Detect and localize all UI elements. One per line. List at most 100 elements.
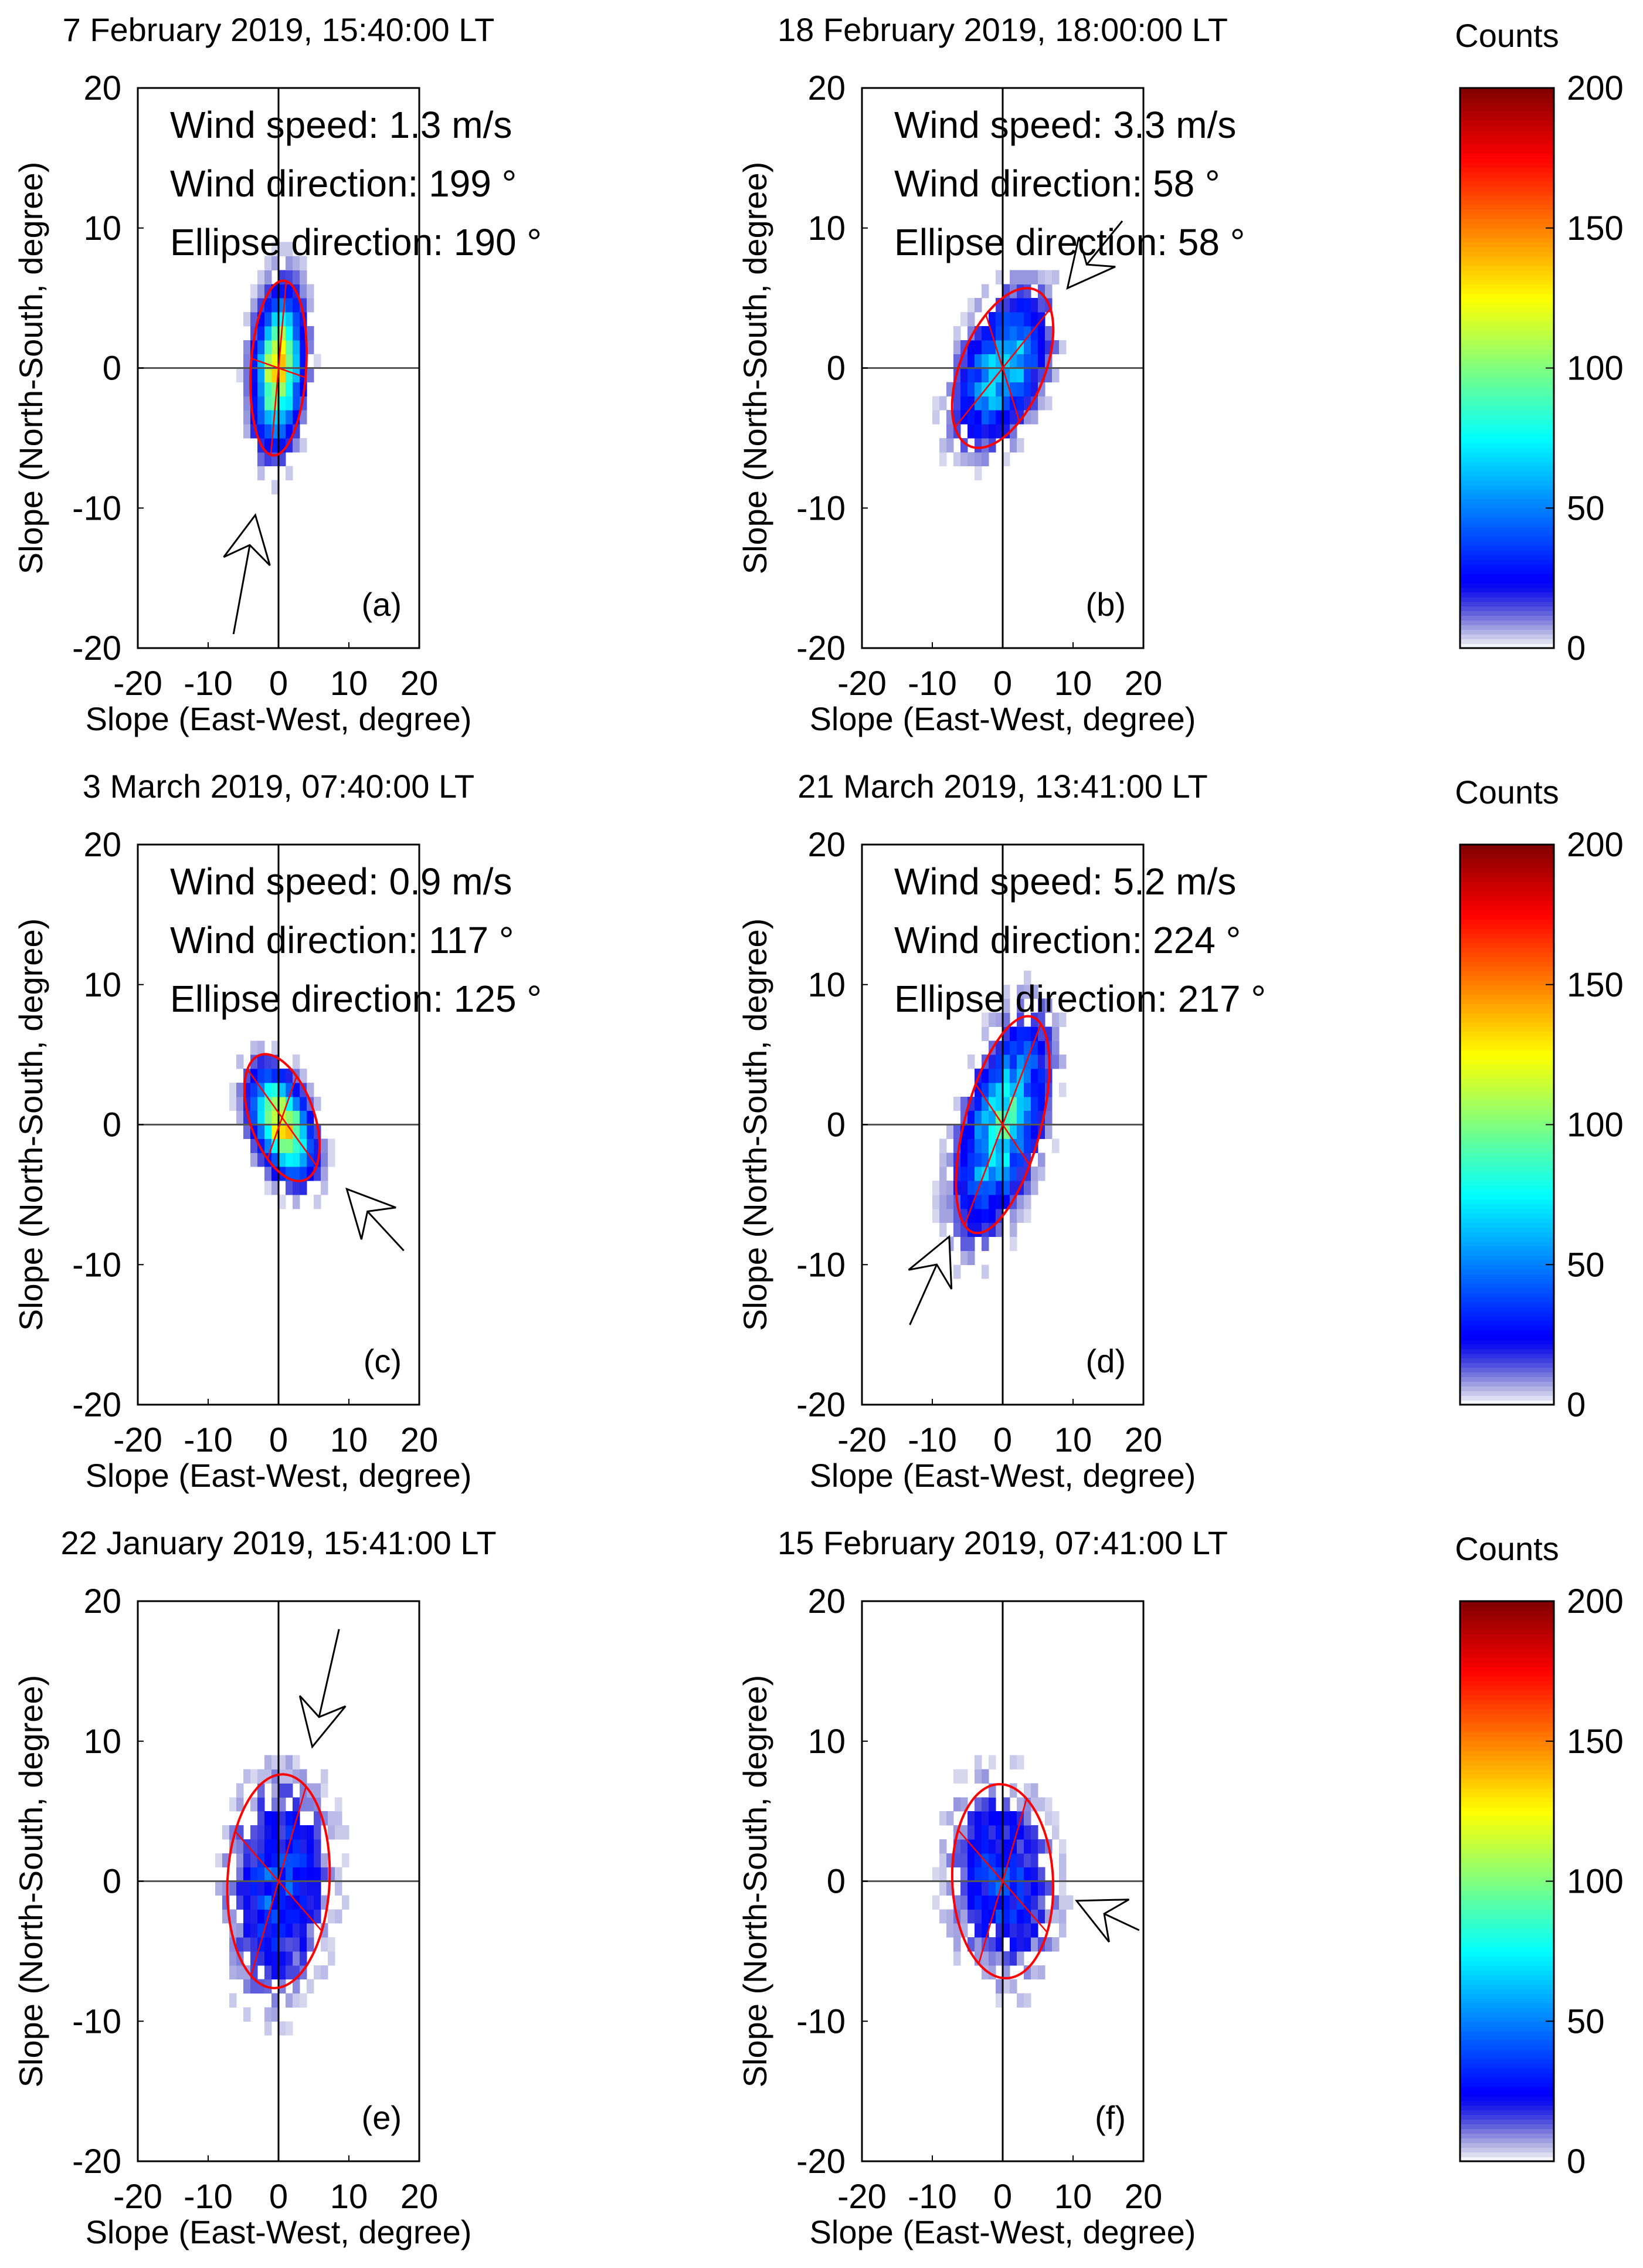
colorbar-swatch bbox=[1460, 1737, 1554, 1742]
colorbar-swatch bbox=[1460, 1680, 1554, 1686]
x-tick-label: -20 bbox=[837, 1421, 887, 1459]
colorbar-swatch bbox=[1460, 480, 1554, 486]
colorbar-swatch bbox=[1460, 438, 1554, 443]
heatmap-cell bbox=[1031, 1111, 1038, 1125]
heatmap-cell bbox=[279, 1909, 286, 1923]
heatmap-cell bbox=[982, 368, 989, 382]
colorbar-swatch bbox=[1460, 854, 1554, 859]
heatmap-cell bbox=[250, 1937, 258, 1951]
colorbar-swatch bbox=[1460, 2077, 1554, 2083]
colorbar-tick-label: 150 bbox=[1567, 966, 1624, 1004]
heatmap-cell bbox=[975, 1797, 982, 1811]
colorbar-swatch bbox=[1460, 247, 1554, 252]
heatmap-cell bbox=[1024, 1083, 1031, 1097]
colorbar-swatch bbox=[1460, 2059, 1554, 2064]
heatmap-cell bbox=[1010, 1209, 1017, 1223]
heatmap-cell bbox=[300, 1923, 307, 1937]
colorbar-swatch bbox=[1460, 1755, 1554, 1761]
colorbar-swatch bbox=[1460, 569, 1554, 574]
colorbar-swatch bbox=[1460, 952, 1554, 957]
x-axis-label: Slope (East-West, degree) bbox=[810, 700, 1196, 737]
heatmap-cell bbox=[279, 382, 286, 396]
heatmap-cell bbox=[968, 298, 975, 312]
heatmap-cell bbox=[286, 354, 293, 368]
colorbar-swatch bbox=[1460, 2021, 1554, 2026]
heatmap-cell bbox=[264, 424, 272, 438]
heatmap-cell bbox=[968, 1125, 975, 1139]
heatmap-cell bbox=[1017, 1867, 1024, 1881]
colorbar-swatch bbox=[1460, 1218, 1554, 1223]
colorbar-swatch bbox=[1460, 1872, 1554, 1877]
heatmap-cell bbox=[968, 1811, 975, 1825]
heatmap-cell bbox=[1031, 368, 1038, 382]
colorbar-swatch bbox=[1460, 1340, 1554, 1345]
colorbar-swatch bbox=[1460, 130, 1554, 135]
heatmap-cell bbox=[257, 1097, 265, 1111]
chart-panel-2: -20 -10 0 10 20-20-100102018 February 2019, … bbox=[736, 11, 1245, 737]
heatmap-cell bbox=[250, 1825, 258, 1839]
heatmap-cell bbox=[1038, 1069, 1045, 1083]
colorbar-swatch bbox=[1460, 1904, 1554, 1910]
colorbar-swatch bbox=[1460, 279, 1554, 284]
colorbar-swatch bbox=[1460, 1685, 1554, 1690]
heatmap-cell bbox=[982, 1111, 989, 1125]
heatmap-cell bbox=[939, 1152, 947, 1167]
heatmap-cell bbox=[1017, 312, 1024, 326]
heatmap-cell bbox=[250, 1881, 258, 1896]
colorbar-swatch bbox=[1460, 2063, 1554, 2069]
heatmap-cell bbox=[243, 1125, 251, 1139]
heatmap-cell bbox=[975, 354, 982, 368]
heatmap-cell bbox=[1010, 354, 1017, 368]
colorbar-swatch bbox=[1460, 1662, 1554, 1667]
heatmap-cell bbox=[982, 1026, 989, 1040]
heatmap-cell bbox=[1052, 1825, 1060, 1839]
colorbar-swatch bbox=[1460, 1918, 1554, 1924]
heatmap-cell bbox=[960, 452, 968, 466]
colorbar-swatch bbox=[1460, 2124, 1554, 2129]
colorbar-swatch bbox=[1460, 1835, 1554, 1840]
heatmap-cell bbox=[1017, 368, 1024, 382]
heatmap-cell bbox=[229, 1951, 237, 1965]
heatmap-cell bbox=[975, 1223, 982, 1237]
colorbar-swatch bbox=[1460, 1307, 1554, 1312]
x-tick-label: 20 bbox=[1125, 2178, 1163, 2216]
heatmap-cell bbox=[300, 1867, 307, 1881]
panel-title: 7 February 2019, 15:40:00 LT bbox=[63, 11, 495, 48]
heatmap-cell bbox=[982, 410, 989, 424]
colorbar-swatch bbox=[1460, 1975, 1554, 1980]
heatmap-cell bbox=[250, 284, 258, 298]
heatmap-cell bbox=[982, 1209, 989, 1223]
heatmap-cell bbox=[953, 1951, 961, 1965]
heatmap-cell bbox=[1003, 1811, 1010, 1825]
colorbar-swatch bbox=[1460, 1769, 1554, 1775]
colorbar-swatch bbox=[1460, 1353, 1554, 1358]
annotation-line: Wind speed: 1.3 m/s bbox=[170, 104, 512, 146]
heatmap-cell bbox=[939, 1867, 947, 1881]
colorbar-swatch bbox=[1460, 1241, 1554, 1246]
heatmap-cell bbox=[293, 354, 300, 368]
heatmap-cell bbox=[1010, 1937, 1017, 1951]
heatmap-cell bbox=[1052, 1909, 1060, 1923]
colorbar-swatch bbox=[1460, 2073, 1554, 2078]
heatmap-cell bbox=[1010, 1069, 1017, 1083]
heatmap-cell bbox=[1045, 1125, 1053, 1139]
heatmap-cell bbox=[257, 1951, 265, 1965]
x-tick-label: -20 bbox=[837, 2178, 887, 2216]
heatmap-cell bbox=[1017, 438, 1024, 452]
heatmap-cell bbox=[982, 1895, 989, 1909]
heatmap-cell bbox=[307, 368, 314, 382]
heatmap-cell bbox=[1059, 1853, 1067, 1867]
heatmap-cell bbox=[960, 1839, 968, 1853]
heatmap-cell bbox=[293, 1839, 300, 1853]
heatmap-cell bbox=[286, 1152, 293, 1167]
heatmap-cell bbox=[968, 1867, 975, 1881]
chart-panel-4: -20 -10 0 10 20-20-100102021 March 2019, 13:… bbox=[736, 768, 1266, 1494]
colorbar-swatch bbox=[1460, 1297, 1554, 1303]
heatmap-cell bbox=[293, 1951, 300, 1965]
colorbar-swatch bbox=[1460, 177, 1554, 182]
heatmap-cell bbox=[243, 1937, 251, 1951]
heatmap-cell bbox=[1031, 1937, 1038, 1951]
colorbar-swatch bbox=[1460, 1325, 1554, 1331]
colorbar-tick-label: 200 bbox=[1567, 1582, 1624, 1621]
y-axis-label: Slope (North-South, degree) bbox=[736, 162, 773, 575]
